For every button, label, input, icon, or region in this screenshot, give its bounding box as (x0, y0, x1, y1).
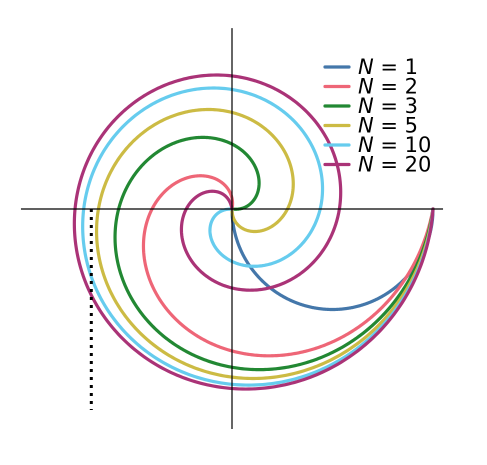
legend-label-N5: N = 5 (358, 114, 418, 138)
legend: N = 1N = 2N = 3N = 5N = 10N = 20 (323, 55, 431, 177)
legend-label-N1: N = 1 (358, 55, 418, 79)
legend-label-N3: N = 3 (358, 94, 418, 118)
legend-label-N20: N = 20 (358, 153, 431, 177)
series-line-N2 (141, 174, 435, 358)
series-line-N3 (113, 135, 435, 372)
series-line-N5 (94, 107, 435, 381)
series-line-N20 (72, 73, 435, 391)
legend-label-N10: N = 10 (358, 133, 431, 157)
axes (20, 28, 444, 430)
legend-label-N2: N = 2 (358, 75, 418, 99)
